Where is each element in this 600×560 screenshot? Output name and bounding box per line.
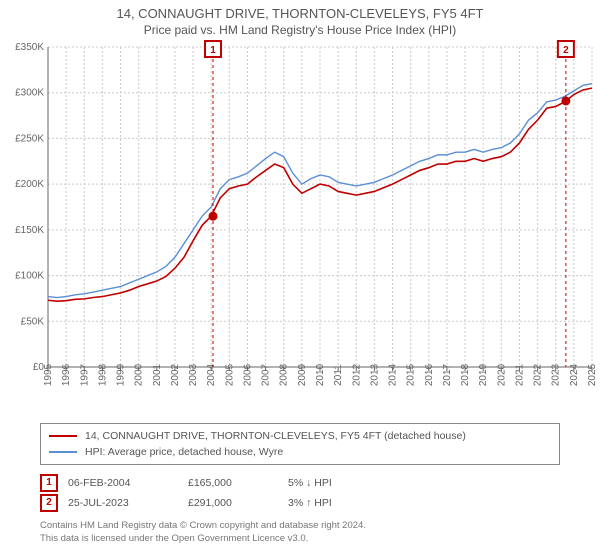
attribution-line: Contains HM Land Registry data © Crown c… (40, 519, 560, 532)
chart-title: 14, CONNAUGHT DRIVE, THORNTON-CLEVELEYS,… (0, 6, 600, 21)
transaction-date: 25-JUL-2023 (68, 493, 178, 513)
transaction-row: 1 06-FEB-2004 £165,000 5% ↓ HPI (40, 473, 560, 493)
sale-point (209, 212, 218, 221)
svg-text:£300K: £300K (15, 88, 44, 99)
svg-text:£250K: £250K (15, 133, 44, 144)
legend-label: HPI: Average price, detached house, Wyre (85, 444, 283, 460)
transaction-price: £165,000 (188, 473, 278, 493)
legend-item: 14, CONNAUGHT DRIVE, THORNTON-CLEVELEYS,… (49, 428, 551, 444)
svg-text:£350K: £350K (15, 42, 44, 53)
chart-area: £0£50K£100K£150K£200K£250K£300K£350K1995… (0, 37, 600, 417)
transaction-date: 06-FEB-2004 (68, 473, 178, 493)
transaction-hpi: 3% ↑ HPI (288, 493, 388, 513)
legend: 14, CONNAUGHT DRIVE, THORNTON-CLEVELEYS,… (40, 423, 560, 465)
legend-label: 14, CONNAUGHT DRIVE, THORNTON-CLEVELEYS,… (85, 428, 466, 444)
svg-text:£50K: £50K (21, 316, 45, 327)
transaction-marker: 2 (40, 494, 58, 512)
legend-swatch (49, 435, 77, 437)
svg-text:£100K: £100K (15, 271, 44, 282)
svg-text:£150K: £150K (15, 225, 44, 236)
legend-swatch (49, 451, 77, 453)
line-chart: £0£50K£100K£150K£200K£250K£300K£350K1995… (0, 37, 600, 417)
transaction-table: 1 06-FEB-2004 £165,000 5% ↓ HPI 2 25-JUL-2023… (40, 473, 560, 513)
transaction-price: £291,000 (188, 493, 278, 513)
transaction-hpi: 5% ↓ HPI (288, 473, 388, 493)
attribution: Contains HM Land Registry data © Crown c… (40, 519, 560, 545)
transaction-row: 2 25-JUL-2023 £291,000 3% ↑ HPI (40, 493, 560, 513)
attribution-line: This data is licensed under the Open Gov… (40, 532, 560, 545)
legend-item: HPI: Average price, detached house, Wyre (49, 444, 551, 460)
sale-point (561, 96, 570, 105)
chart-subtitle: Price paid vs. HM Land Registry's House … (0, 23, 600, 37)
svg-text:2: 2 (563, 45, 569, 56)
transaction-marker: 1 (40, 474, 58, 492)
svg-text:£200K: £200K (15, 179, 44, 190)
svg-text:1: 1 (210, 45, 216, 56)
